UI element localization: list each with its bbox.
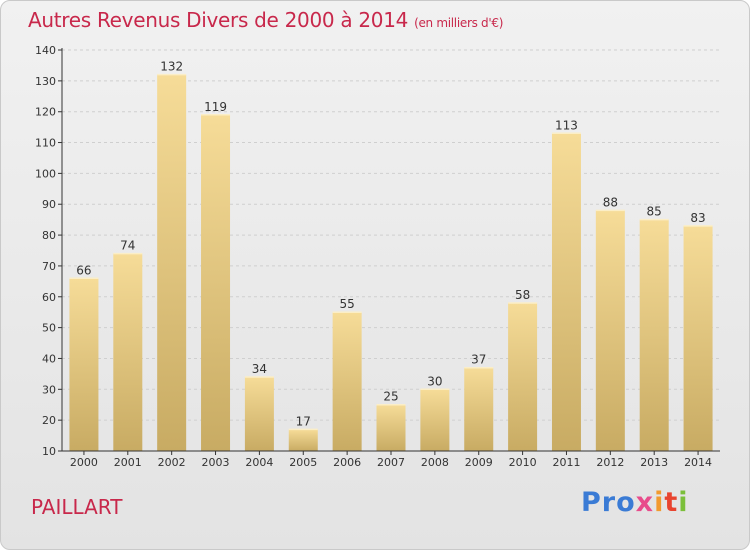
bar bbox=[332, 312, 362, 451]
chart-title-text: Autres Revenus Divers de 2000 à 2014 bbox=[28, 8, 409, 32]
y-tick-label: 80 bbox=[42, 229, 56, 242]
y-tick-label: 140 bbox=[35, 44, 56, 57]
y-tick-label: 70 bbox=[42, 260, 56, 273]
bar-value-label: 88 bbox=[603, 195, 618, 209]
bar bbox=[69, 278, 99, 451]
bar bbox=[508, 302, 538, 451]
x-tick-label: 2006 bbox=[333, 456, 361, 469]
bar bbox=[595, 210, 625, 451]
bar bbox=[288, 429, 318, 451]
y-tick-label: 60 bbox=[42, 291, 56, 304]
bar bbox=[683, 225, 713, 451]
bar bbox=[639, 219, 669, 451]
bar bbox=[420, 389, 450, 451]
bar bbox=[157, 74, 187, 451]
logo-part-5: i bbox=[678, 487, 689, 518]
y-tick-label: 110 bbox=[35, 137, 56, 150]
bar-value-label: 37 bbox=[471, 353, 486, 367]
x-tick-label: 2009 bbox=[465, 456, 493, 469]
x-tick-label: 2007 bbox=[377, 456, 405, 469]
y-tick-label: 130 bbox=[35, 75, 56, 88]
y-tick-label: 100 bbox=[35, 167, 56, 180]
x-tick-label: 2011 bbox=[552, 456, 580, 469]
y-tick-label: 120 bbox=[35, 106, 56, 119]
bar-layer: 66 74 132 119 34 17 55 25 30 37 58 113 88 85 83 bbox=[69, 60, 713, 452]
city-name: PAILLART bbox=[31, 495, 123, 519]
bar-value-label: 85 bbox=[647, 205, 662, 219]
logo-part-3: i bbox=[654, 487, 665, 518]
x-tick-label: 2000 bbox=[70, 456, 98, 469]
bar-value-label: 132 bbox=[160, 60, 183, 74]
bar bbox=[113, 253, 143, 451]
logo-part-1: Pro bbox=[581, 487, 636, 518]
bar-value-label: 55 bbox=[339, 297, 354, 311]
axis-layer: 10 20 30 40 50 60 70 80 90 100 110 120 130 140 2000 200… bbox=[35, 44, 720, 469]
y-tick-label: 10 bbox=[42, 445, 56, 458]
y-tick-label: 40 bbox=[42, 352, 56, 365]
chart-title: Autres Revenus Divers de 2000 à 2014 (en … bbox=[28, 8, 503, 32]
bar-value-label: 25 bbox=[383, 390, 398, 404]
x-tick-label: 2014 bbox=[684, 456, 712, 469]
x-tick-label: 2005 bbox=[289, 456, 317, 469]
y-tick-label: 90 bbox=[42, 198, 56, 211]
bar bbox=[376, 404, 406, 451]
bar-value-label: 119 bbox=[204, 100, 227, 114]
bar-value-label: 66 bbox=[76, 263, 91, 277]
x-tick-label: 2008 bbox=[421, 456, 449, 469]
bar bbox=[244, 376, 274, 451]
logo-part-4: t bbox=[664, 487, 679, 518]
bar-value-label: 58 bbox=[515, 288, 530, 302]
x-tick-label: 2002 bbox=[158, 456, 186, 469]
logo-part-2: x bbox=[635, 487, 655, 518]
y-tick-label: 30 bbox=[42, 383, 56, 396]
y-tick-label: 20 bbox=[42, 414, 56, 427]
x-tick-label: 2003 bbox=[202, 456, 230, 469]
x-tick-label: 2004 bbox=[245, 456, 273, 469]
bar-value-label: 17 bbox=[296, 414, 311, 428]
bar-value-label: 30 bbox=[427, 374, 442, 388]
chart-unit: (en milliers d'€) bbox=[414, 16, 504, 30]
x-tick-label: 2012 bbox=[596, 456, 624, 469]
x-tick-label: 2010 bbox=[509, 456, 537, 469]
bar bbox=[464, 367, 494, 451]
bar-value-label: 83 bbox=[690, 211, 705, 225]
proxiti-logo: Proxiti bbox=[581, 487, 689, 518]
bar-value-label: 113 bbox=[555, 118, 578, 132]
x-tick-label: 2013 bbox=[640, 456, 668, 469]
bar bbox=[551, 133, 581, 452]
bar-value-label: 34 bbox=[252, 362, 267, 376]
bar-value-label: 74 bbox=[120, 239, 135, 253]
x-tick-label: 2001 bbox=[114, 456, 142, 469]
bar bbox=[201, 114, 231, 452]
y-tick-label: 50 bbox=[42, 322, 56, 335]
